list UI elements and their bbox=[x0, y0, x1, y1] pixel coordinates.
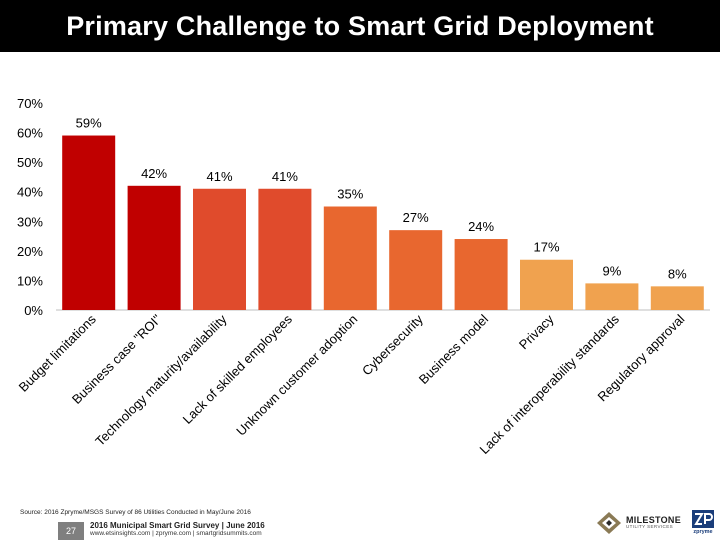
survey-title: 2016 Municipal Smart Grid Survey | June … bbox=[90, 521, 265, 530]
milestone-sub: UTILITY SERVICES bbox=[626, 524, 673, 530]
data-label: 24% bbox=[468, 219, 494, 234]
x-tick-label: Lack of skilled employees bbox=[180, 311, 296, 427]
bar bbox=[650, 286, 704, 310]
zpryme-mark-icon bbox=[692, 510, 714, 528]
bar-chart: 0%10%20%30%40%50%60%70%59%Budget limitat… bbox=[16, 96, 710, 457]
footer-links: www.etsinsights.com | zpryme.com | smart… bbox=[90, 530, 262, 538]
x-tick-label: Cybersecurity bbox=[359, 311, 426, 378]
page-number: 27 bbox=[58, 522, 84, 540]
bar bbox=[520, 259, 573, 310]
bar bbox=[389, 230, 443, 310]
page-title: Primary Challenge to Smart Grid Deployme… bbox=[66, 10, 654, 41]
x-tick-label: Technology maturity/availability bbox=[92, 311, 230, 449]
data-label: 27% bbox=[403, 210, 429, 225]
y-tick-label: 40% bbox=[17, 185, 43, 200]
x-tick-label: Unknown customer adoption bbox=[233, 312, 360, 439]
bar bbox=[585, 283, 639, 310]
y-tick-label: 20% bbox=[17, 244, 43, 259]
bar bbox=[454, 239, 508, 310]
y-tick-label: 70% bbox=[17, 96, 43, 111]
bar bbox=[323, 206, 377, 310]
data-label: 41% bbox=[206, 169, 232, 184]
data-label: 42% bbox=[141, 166, 167, 181]
data-label: 17% bbox=[533, 240, 559, 255]
data-label: 8% bbox=[668, 266, 687, 281]
data-label: 35% bbox=[337, 187, 363, 202]
data-label: 9% bbox=[603, 263, 622, 278]
y-tick-label: 0% bbox=[24, 303, 43, 318]
zpryme-name: zpryme bbox=[693, 529, 713, 535]
y-tick-label: 30% bbox=[17, 214, 43, 229]
source-note: Source: 2016 Zpryme/MSGS Survey of 86 Ut… bbox=[20, 509, 251, 516]
milestone-logo: MILESTONE UTILITY SERVICES bbox=[596, 511, 686, 535]
milestone-name: MILESTONE bbox=[626, 515, 682, 526]
y-tick-label: 60% bbox=[17, 126, 43, 141]
y-tick-label: 10% bbox=[17, 273, 43, 288]
x-tick-label: Privacy bbox=[516, 311, 557, 352]
footer-info: 2016 Municipal Smart Grid Survey | June … bbox=[90, 521, 265, 538]
data-label: 41% bbox=[272, 169, 298, 184]
bar bbox=[62, 135, 116, 310]
data-label: 59% bbox=[76, 116, 102, 131]
zpryme-logo: zpryme bbox=[690, 510, 716, 538]
x-tick-label: Business model bbox=[416, 311, 492, 387]
x-tick-label: Lack of interoperability standards bbox=[477, 311, 623, 457]
title-bar: Primary Challenge to Smart Grid Deployme… bbox=[0, 0, 720, 52]
bar bbox=[127, 185, 181, 310]
y-tick-label: 50% bbox=[17, 155, 43, 170]
bar bbox=[258, 188, 312, 310]
milestone-diamond-icon bbox=[597, 512, 621, 534]
bar bbox=[193, 188, 246, 310]
